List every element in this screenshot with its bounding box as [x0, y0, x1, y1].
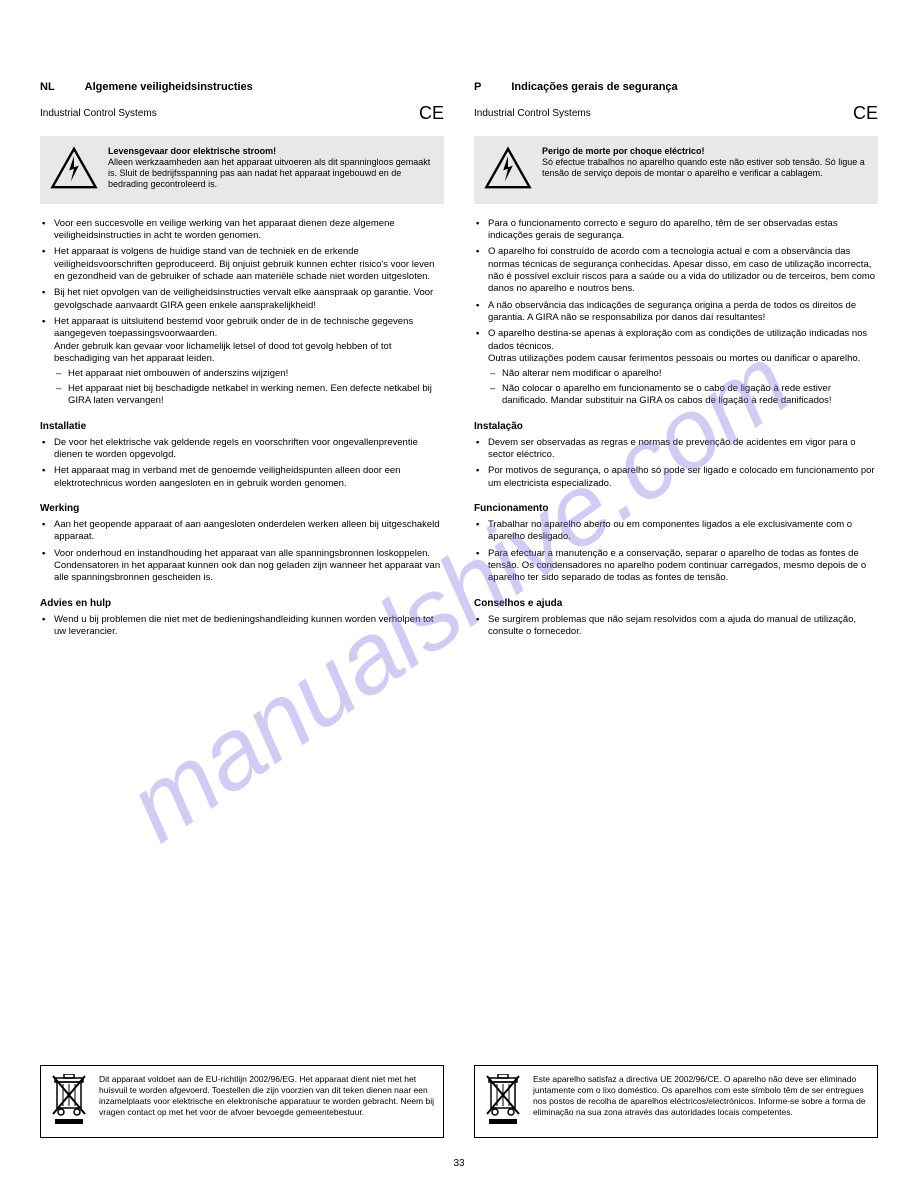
advice-list-left: Wend u bij problemen die niet met de bed…: [40, 614, 444, 643]
disposal-box-left: Dit apparaat voldoet aan de EU-richtlijn…: [40, 1065, 444, 1138]
lang-tag-nl: NL: [40, 80, 55, 94]
sub-list-left: Het apparaat niet ombouwen of anderszins…: [54, 368, 444, 407]
list-item: Trabalhar no aparelho aberto ou em compo…: [474, 519, 878, 544]
operation-list-left: Aan het geopende apparaat of aan aangesl…: [40, 519, 444, 589]
page-container: NL Algemene veiligheidsinstructies Indus…: [0, 0, 918, 1188]
install-list-right: Devem ser observadas as regras e normas …: [474, 437, 878, 494]
list-item: O aparelho foi construído de acordo com …: [474, 246, 878, 295]
header-row-right: P Indicações gerais de segurança: [474, 80, 878, 94]
column-right-p: P Indicações gerais de segurança Industr…: [474, 80, 878, 1158]
install-list-left: De voor het elektrische vak geldende reg…: [40, 437, 444, 494]
list-item-text: O aparelho destina-se apenas à exploraçã…: [488, 328, 867, 351]
list-item: Por motivos de segurança, o aparelho só …: [474, 465, 878, 490]
list-item: Aan het geopende apparaat of aan aangesl…: [40, 519, 444, 544]
list-item: Bij het niet opvolgen van de veiligheids…: [40, 287, 444, 312]
ce-mark-icon: CE: [419, 102, 444, 125]
subhead-install-left: Installatie: [40, 420, 444, 433]
sub-list-item: Não alterar nem modificar o aparelho!: [488, 368, 878, 380]
sub-intro-right: Outras utilizações podem causar feriment…: [488, 353, 860, 364]
brand-row-left: Industrial Control Systems CE: [40, 102, 444, 125]
brand-line-left: Industrial Control Systems: [40, 107, 157, 120]
list-item: Se surgirem problemas que não sejam reso…: [474, 614, 878, 639]
title-right: Indicações gerais de segurança: [511, 80, 677, 94]
weee-bin-icon: [483, 1074, 523, 1129]
list-item-text: Het apparaat is uitsluitend bestemd voor…: [54, 316, 413, 339]
list-item: Voor onderhoud en instandhouding het app…: [40, 548, 444, 585]
weee-bin-icon: [49, 1074, 89, 1129]
list-item: Wend u bij problemen die niet met de bed…: [40, 614, 444, 639]
warning-body-right: Só efectue trabalhos no aparelho quando …: [542, 157, 865, 178]
disposal-text-left: Dit apparaat voldoet aan de EU-richtlijn…: [99, 1074, 435, 1118]
ce-mark-icon: CE: [853, 102, 878, 125]
operation-list-right: Trabalhar no aparelho aberto ou em compo…: [474, 519, 878, 589]
disposal-text-right: Este aparelho satisfaz a directiva UE 20…: [533, 1074, 869, 1118]
brand-row-right: Industrial Control Systems CE: [474, 102, 878, 125]
page-number: 33: [0, 1157, 918, 1170]
list-item: Para efectuar a manutenção e a conservaç…: [474, 548, 878, 585]
list-item: A não observância das indicações de segu…: [474, 300, 878, 325]
electric-hazard-icon: [50, 146, 98, 194]
subhead-install-right: Instalação: [474, 420, 878, 433]
subhead-advice-left: Advies en hulp: [40, 597, 444, 610]
sub-list-item: Het apparaat niet ombouwen of anderszins…: [54, 368, 444, 380]
lang-tag-p: P: [474, 80, 481, 94]
warning-box-left: Levensgevaar door elektrische stroom! Al…: [40, 136, 444, 204]
subhead-advice-right: Conselhos e ajuda: [474, 597, 878, 610]
electric-hazard-icon: [484, 146, 532, 194]
list-item: Het apparaat is volgens de huidige stand…: [40, 246, 444, 283]
list-item: O aparelho destina-se apenas à exploraçã…: [474, 328, 878, 407]
warning-heading-left: Levensgevaar door elektrische stroom!: [108, 146, 276, 156]
title-left: Algemene veiligheidsinstructies: [85, 80, 253, 94]
subhead-operation-left: Werking: [40, 502, 444, 515]
warning-body-left: Alleen werkzaamheden aan het apparaat ui…: [108, 157, 430, 190]
list-item: Devem ser observadas as regras e normas …: [474, 437, 878, 462]
brand-line-right: Industrial Control Systems: [474, 107, 591, 120]
sub-list-item: Het apparaat niet bij beschadigde netkab…: [54, 383, 444, 408]
list-item: Para o funcionamento correcto e seguro d…: [474, 218, 878, 243]
warning-text-right: Perigo de morte por choque eléctrico! Só…: [542, 146, 868, 180]
list-item: De voor het elektrische vak geldende reg…: [40, 437, 444, 462]
header-row-left: NL Algemene veiligheidsinstructies: [40, 80, 444, 94]
disposal-box-right: Este aparelho satisfaz a directiva UE 20…: [474, 1065, 878, 1138]
advice-list-right: Se surgirem problemas que não sejam reso…: [474, 614, 878, 643]
warning-text-left: Levensgevaar door elektrische stroom! Al…: [108, 146, 434, 191]
column-left-nl: NL Algemene veiligheidsinstructies Indus…: [40, 80, 444, 1158]
sub-list-item: Não colocar o aparelho em funcionamento …: [488, 383, 878, 408]
list-item: Voor een succesvolle en veilige werking …: [40, 218, 444, 243]
list-item: Het apparaat mag in verband met de genoe…: [40, 465, 444, 490]
main-list-left: Voor een succesvolle en veilige werking …: [40, 218, 444, 412]
warning-box-right: Perigo de morte por choque eléctrico! Só…: [474, 136, 878, 204]
sub-intro-left: Ander gebruik kan gevaar voor lichamelij…: [54, 341, 391, 364]
list-item: Het apparaat is uitsluitend bestemd voor…: [40, 316, 444, 407]
main-list-right: Para o funcionamento correcto e seguro d…: [474, 218, 878, 412]
warning-heading-right: Perigo de morte por choque eléctrico!: [542, 146, 705, 156]
sub-list-right: Não alterar nem modificar o aparelho! Nã…: [488, 368, 878, 407]
subhead-operation-right: Funcionamento: [474, 502, 878, 515]
